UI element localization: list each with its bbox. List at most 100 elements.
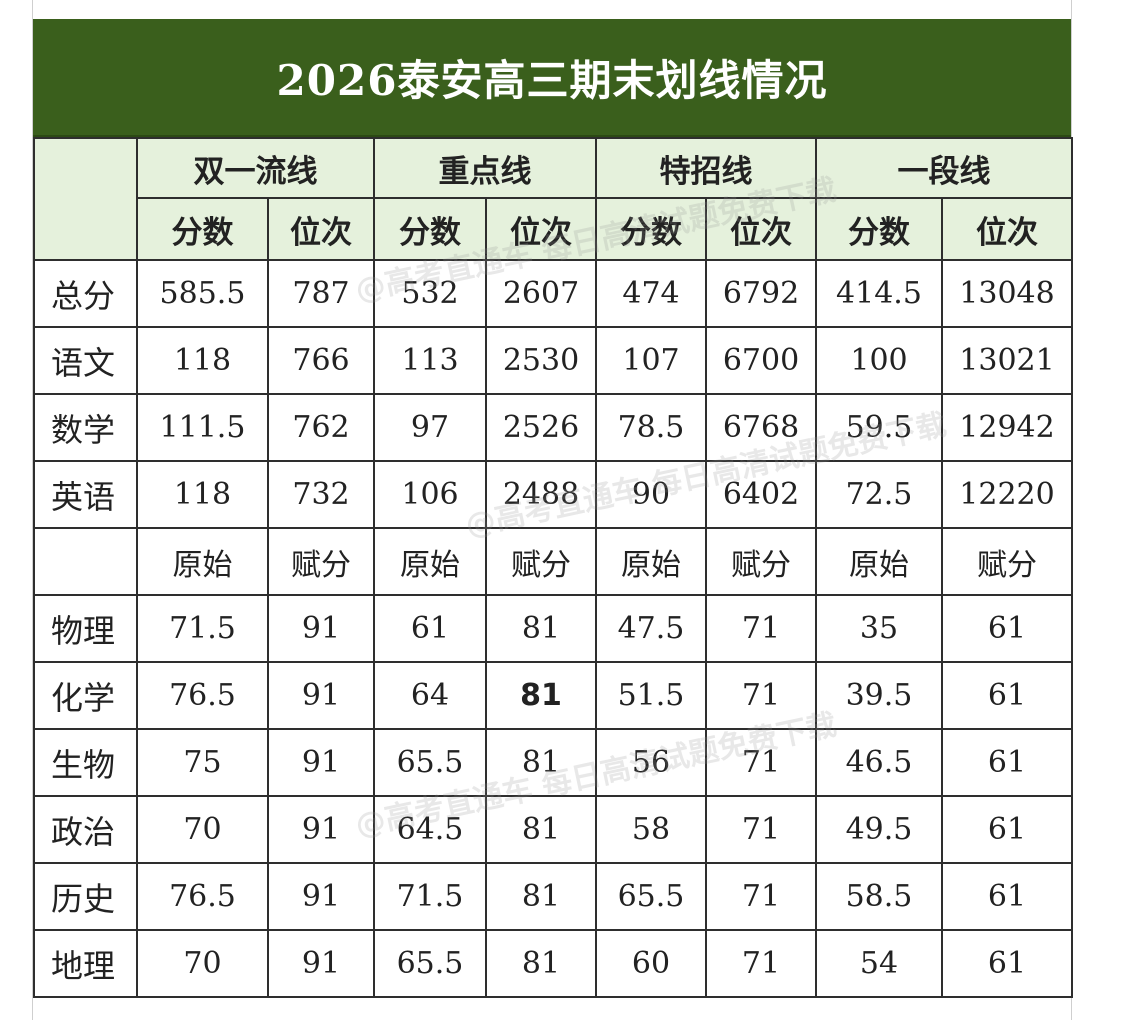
value-cell: 71: [705, 594, 817, 663]
header-corner-cell: [33, 137, 138, 261]
value-cell: 91: [267, 795, 375, 864]
raw-scaled-label: 原始: [373, 527, 487, 596]
value-cell: 91: [267, 862, 375, 931]
value-cell: 61: [941, 594, 1073, 663]
group-header-tezhao: 特招线: [595, 137, 817, 199]
sub-header-cell: 位次: [485, 197, 597, 261]
table-row: 总分 585.5 787 532 2607 474 6792 414.5 13048: [33, 259, 1073, 328]
value-cell: 107: [595, 326, 707, 395]
page-title: 2026泰安高三期末划线情况: [33, 19, 1071, 137]
table-row: 物理 71.5 91 61 81 47.5 71 35 61: [33, 594, 1073, 663]
value-cell: 46.5: [815, 728, 943, 797]
value-cell: 106: [373, 460, 487, 529]
value-cell: 111.5: [136, 393, 269, 462]
table-row: 语文 118 766 113 2530 107 6700 100 13021: [33, 326, 1073, 395]
raw-scaled-label: 赋分: [705, 527, 817, 596]
value-cell: 61: [373, 594, 487, 663]
sub-header-cell: 位次: [941, 197, 1073, 261]
value-cell: 2530: [485, 326, 597, 395]
value-cell: 35: [815, 594, 943, 663]
raw-scaled-label: 原始: [815, 527, 943, 596]
table-row: 历史 76.5 91 71.5 81 65.5 71 58.5 61: [33, 862, 1073, 931]
value-cell: 113: [373, 326, 487, 395]
value-cell: 39.5: [815, 661, 943, 730]
value-cell: 61: [941, 661, 1073, 730]
sub-header-cell: 位次: [267, 197, 375, 261]
value-cell: 6792: [705, 259, 817, 328]
value-cell: 76.5: [136, 862, 269, 931]
value-cell: 70: [136, 795, 269, 864]
value-cell: 81: [485, 594, 597, 663]
value-cell: 75: [136, 728, 269, 797]
subject-cell: 语文: [33, 326, 138, 395]
value-cell: 12942: [941, 393, 1073, 462]
subject-cell: 地理: [33, 929, 138, 998]
value-cell: 97: [373, 393, 487, 462]
value-cell: 61: [941, 728, 1073, 797]
value-cell: 65.5: [373, 728, 487, 797]
sub-header-cell: 分数: [595, 197, 707, 261]
subject-cell: 化学: [33, 661, 138, 730]
sub-header-cell: 分数: [136, 197, 269, 261]
value-cell: 64: [373, 661, 487, 730]
subject-cell: 数学: [33, 393, 138, 462]
value-cell: 51.5: [595, 661, 707, 730]
value-cell: 585.5: [136, 259, 269, 328]
value-cell: 71: [705, 862, 817, 931]
raw-scaled-label: 赋分: [267, 527, 375, 596]
group-header-row: 双一流线 重点线 特招线 一段线: [33, 137, 1073, 261]
value-cell: 58.5: [815, 862, 943, 931]
table-row: 政治 70 91 64.5 81 58 71 49.5 61: [33, 795, 1073, 864]
subject-cell: 总分: [33, 259, 138, 328]
value-cell: 60: [595, 929, 707, 998]
score-table: 双一流线 重点线 特招线 一段线 分数 位次 分数 位次 分数 位次 分数 位次…: [33, 137, 1073, 998]
subject-cell: 生物: [33, 728, 138, 797]
value-cell: 13048: [941, 259, 1073, 328]
subject-cell: 历史: [33, 862, 138, 931]
value-cell: 71: [705, 929, 817, 998]
value-cell: 49.5: [815, 795, 943, 864]
value-cell: 532: [373, 259, 487, 328]
value-cell: 65.5: [595, 862, 707, 931]
value-cell: 72.5: [815, 460, 943, 529]
value-cell: 76.5: [136, 661, 269, 730]
group-header-zhongdian: 重点线: [373, 137, 597, 199]
group-header-yiduan: 一段线: [815, 137, 1073, 199]
value-cell: 91: [267, 661, 375, 730]
value-cell: 6768: [705, 393, 817, 462]
raw-scaled-label: 原始: [595, 527, 707, 596]
raw-scaled-label: 赋分: [941, 527, 1073, 596]
value-cell: 6402: [705, 460, 817, 529]
value-cell: 2488: [485, 460, 597, 529]
value-cell: 732: [267, 460, 375, 529]
value-cell: 81: [485, 728, 597, 797]
value-cell: 6700: [705, 326, 817, 395]
value-cell: 78.5: [595, 393, 707, 462]
value-cell: 414.5: [815, 259, 943, 328]
value-cell: 61: [941, 862, 1073, 931]
table-row: 地理 70 91 65.5 81 60 71 54 61: [33, 929, 1073, 998]
value-cell: 91: [267, 728, 375, 797]
value-cell: 118: [136, 460, 269, 529]
raw-scaled-header-row: 原始 赋分 原始 赋分 原始 赋分 原始 赋分: [33, 527, 1073, 596]
value-cell: 118: [136, 326, 269, 395]
value-cell: 56: [595, 728, 707, 797]
blank-cell: [33, 527, 138, 596]
value-cell: 71: [705, 661, 817, 730]
value-cell: 58: [595, 795, 707, 864]
sub-header-cell: 分数: [373, 197, 487, 261]
table-row: 化学 76.5 91 64 81 51.5 71 39.5 61: [33, 661, 1073, 730]
raw-scaled-label: 原始: [136, 527, 269, 596]
value-cell: 61: [941, 929, 1073, 998]
value-cell: 47.5: [595, 594, 707, 663]
value-cell: 71.5: [373, 862, 487, 931]
value-cell: 54: [815, 929, 943, 998]
value-cell: 100: [815, 326, 943, 395]
sub-header-row: 分数 位次 分数 位次 分数 位次 分数 位次: [34, 197, 1073, 261]
sub-header-cell: 分数: [815, 197, 943, 261]
value-cell: 61: [941, 795, 1073, 864]
value-cell: 91: [267, 594, 375, 663]
value-cell: 71: [705, 728, 817, 797]
value-cell: 13021: [941, 326, 1073, 395]
value-cell: 2526: [485, 393, 597, 462]
